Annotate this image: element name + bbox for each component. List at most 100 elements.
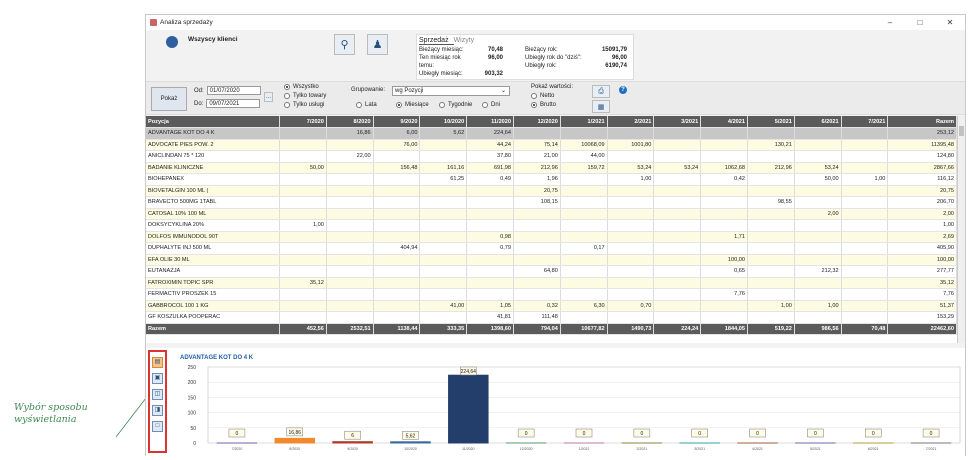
radio-dot: [531, 93, 537, 99]
value-cell: [513, 288, 561, 301]
value-cell: [326, 300, 374, 312]
table-row[interactable]: DOLFOS IMMUNODOL 90T 0,98 1,71 2,69: [146, 231, 957, 243]
value-cell: [700, 196, 749, 209]
table-row[interactable]: EFA OLIE 30 ML 100,00 100,00: [146, 254, 957, 266]
value-cell: 0,17: [560, 242, 608, 255]
column-header[interactable]: 7/2020: [279, 116, 327, 128]
radio-dni[interactable]: Dni: [482, 102, 500, 108]
table-row[interactable]: FERMACTIV PROSZEK 15 7,76 7,76: [146, 288, 957, 301]
grouping-value: wg Pozycji: [395, 88, 424, 94]
column-header[interactable]: 12/2020: [513, 116, 561, 128]
table-scrollbar[interactable]: [957, 116, 965, 343]
display-mode-split-vertical-icon[interactable]: ◨: [152, 405, 163, 416]
radio-tygodnie[interactable]: Tygodnie: [439, 102, 472, 108]
total-value-cell: 22462,60: [887, 323, 957, 335]
radio-brutto[interactable]: Brutto: [531, 102, 556, 108]
column-header[interactable]: 4/2021: [700, 116, 749, 128]
minimize-button[interactable]: –: [887, 18, 893, 27]
value-cell: [466, 265, 515, 278]
column-header[interactable]: 3/2021: [653, 116, 702, 128]
print-button[interactable]: ⎙: [592, 85, 610, 98]
column-header[interactable]: 8/2020: [326, 116, 374, 128]
radio-miesiace[interactable]: Miesiące: [396, 102, 429, 108]
table-row[interactable]: ANICLINDAN 75 * 120 22,00 37,80 21,00 44,00 1…: [146, 150, 957, 163]
value-cell: [607, 219, 655, 232]
product-name-cell: CATOSAL 10% 100 ML: [146, 208, 281, 220]
table-row[interactable]: BIOVETALGIN 100 ML (20,75 20,75: [146, 185, 957, 197]
radio-netto[interactable]: Netto: [531, 93, 554, 99]
table-row[interactable]: EUTANAZJA 64,80 0,65 212,32 277,77: [146, 265, 957, 278]
display-mode-split-horizontal-icon[interactable]: ◫: [152, 389, 163, 400]
date-from-input[interactable]: 01/07/2020: [206, 86, 261, 95]
column-header[interactable]: 9/2020: [373, 116, 421, 128]
summary-label: Ubiegły miesiąc:: [419, 71, 463, 77]
product-name-cell: BIOHEPANEX: [146, 173, 281, 186]
column-header[interactable]: Razem: [887, 116, 957, 128]
table-row[interactable]: ADVANTAGE KOT DO 4 K 16,86 6,00 5,62 224,64 2…: [146, 127, 957, 140]
splitter[interactable]: [146, 343, 965, 348]
column-header[interactable]: 1/2021: [560, 116, 608, 128]
column-header-pozycja[interactable]: Pozycja: [146, 116, 281, 128]
maximize-button[interactable]: □: [917, 18, 923, 27]
value-cell: [373, 150, 421, 163]
display-mode-table-chart-icon[interactable]: ▤: [152, 357, 163, 368]
column-header[interactable]: 10/2020: [419, 116, 468, 128]
radio-tylko-towary[interactable]: Tylko towary: [284, 93, 326, 99]
scrollbar-thumb[interactable]: [959, 126, 964, 136]
close-button[interactable]: ✕: [946, 18, 954, 27]
radio-tylko-uslugi[interactable]: Tylko usługi: [284, 102, 324, 108]
table-row[interactable]: FATROXIMIN TOPIC SPR 35,12 35,12: [146, 277, 957, 289]
value-cell: 53,24: [653, 162, 702, 174]
period-dots-button[interactable]: ...: [264, 92, 273, 102]
product-name-cell: DOLFOS IMMUNODOL 90T: [146, 231, 281, 243]
column-header[interactable]: 7/2021: [841, 116, 889, 128]
display-mode-chart-bottom-icon[interactable]: ▣: [152, 373, 163, 384]
value-cell: 2,00: [887, 208, 957, 220]
column-header[interactable]: 5/2021: [747, 116, 795, 128]
value-cell: [326, 242, 374, 255]
radio-lata[interactable]: Lata: [356, 102, 377, 108]
table-row[interactable]: DOKSYCYKLINA 20% 1,00 1,00: [146, 219, 957, 232]
value-cell: 22,00: [326, 150, 374, 163]
tab-wizyty[interactable]: Wizyty: [453, 37, 475, 44]
export-button[interactable]: ▦: [592, 100, 610, 113]
column-header[interactable]: 2/2021: [607, 116, 655, 128]
table-row[interactable]: BIOHEPANEX 61,25 0,49 1,96 1,00 0,42 50,00 1,00…: [146, 173, 957, 186]
value-cell: [747, 242, 795, 255]
value-cell: 41,00: [419, 300, 468, 312]
show-button[interactable]: Pokaż: [151, 87, 187, 111]
value-cell: [794, 242, 842, 255]
value-cell: [841, 300, 889, 312]
value-cell: [841, 231, 889, 243]
client-filter-button[interactable]: ♟: [367, 34, 388, 55]
total-value-cell: 1398,60: [466, 323, 515, 335]
value-cell: 1,00: [794, 300, 842, 312]
table-row[interactable]: BRAVECTO 500MG 1TABL 108,15 98,55 206,70: [146, 196, 957, 209]
search-button[interactable]: ⚲: [334, 34, 355, 55]
value-cell: [747, 127, 795, 140]
product-name-cell: ANICLINDAN 75 * 120: [146, 150, 281, 163]
data-label: 0: [698, 431, 701, 437]
radio-label: Tylko usługi: [293, 102, 325, 108]
date-to-input[interactable]: 09/07/2021: [206, 99, 261, 108]
data-label: 0: [756, 431, 759, 437]
table-row[interactable]: ADVOCATE PIES POW. 2 76,00 44,24 75,14 10068…: [146, 139, 957, 151]
value-cell: 0,70: [607, 300, 655, 312]
client-selector[interactable]: Wszyscy klienci: [166, 36, 238, 48]
display-mode-table-only-icon[interactable]: □: [152, 421, 163, 432]
value-cell: [466, 208, 515, 220]
table-row[interactable]: BADANIE KLINICZNE 50,00 156,48 161,16 691,98…: [146, 162, 957, 174]
data-label: 0: [236, 431, 239, 437]
tab-sprzedaz[interactable]: Sprzedaż: [419, 37, 454, 45]
table-row[interactable]: GABBROCOL 100 1 KG 41,00 1,05 0,32 6,30 0,70 1…: [146, 300, 957, 312]
help-icon[interactable]: ?: [619, 86, 627, 94]
value-cell: [373, 173, 421, 186]
grouping-select[interactable]: wg Pozycji ⌄: [392, 86, 510, 96]
column-header[interactable]: 11/2020: [466, 116, 515, 128]
table-row[interactable]: GF KOSZULKA POOPERAC 41,81 111,48 153,29: [146, 311, 957, 324]
chart-title: ADVANTAGE KOT DO 4 K: [180, 355, 254, 361]
table-row[interactable]: CATOSAL 10% 100 ML 2,00 2,00: [146, 208, 957, 220]
column-header[interactable]: 6/2021: [794, 116, 842, 128]
table-row[interactable]: DUPHALYTE INJ 500 ML 404,94 0,79 0,17 405,90: [146, 242, 957, 255]
radio-wszystko[interactable]: Wszystko: [284, 84, 319, 90]
